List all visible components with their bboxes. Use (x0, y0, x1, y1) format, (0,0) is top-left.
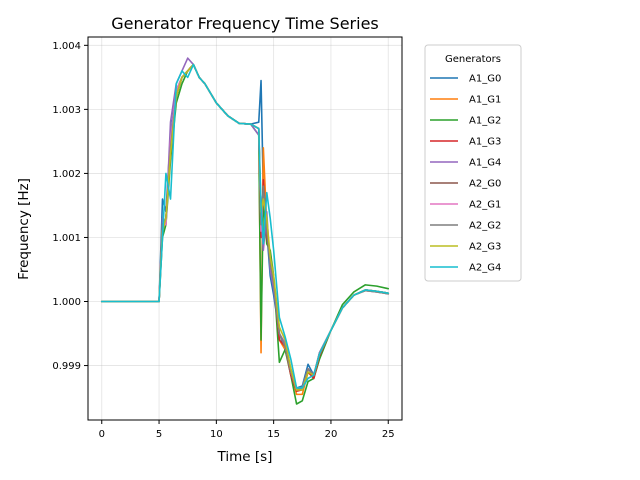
y-tick-label: 1.004 (52, 41, 81, 52)
series-line-a1-g0 (100, 63, 390, 389)
y-tick-label: 1.001 (52, 233, 81, 244)
series-line-a2-g2 (100, 63, 390, 391)
legend-label: A2_G0 (469, 179, 501, 190)
y-axis-label: Frequency [Hz] (16, 178, 32, 280)
x-tick-label: 0 (99, 429, 105, 440)
legend-label: A1_G1 (469, 95, 501, 106)
legend-items: A1_G0 A1_G1 A1_G2 A1_G3 A1_G4 A2_G0 A2_G1 A2_G2… (430, 74, 501, 274)
legend-box (424, 44, 522, 282)
series-line-a2-g3 (100, 63, 390, 391)
x-tick-label: 15 (267, 429, 280, 440)
grid (88, 37, 402, 420)
y-tick-label: 1.002 (52, 169, 81, 180)
x-axis-label: Time [s] (217, 449, 273, 465)
series-line-a1-g3 (100, 63, 390, 392)
series-line-a2-g1 (100, 63, 390, 391)
legend-label: A2_G4 (469, 263, 501, 274)
series-line-a1-g4 (100, 57, 390, 389)
y-tick-label: 1.000 (52, 297, 81, 308)
y-tick-label: 1.003 (52, 105, 81, 116)
legend-label: A2_G2 (469, 221, 501, 232)
legend-label: A2_G1 (469, 200, 501, 211)
x-tick-label: 10 (210, 429, 223, 440)
x-tick-label: 20 (325, 429, 338, 440)
legend-label: A2_G3 (469, 242, 501, 253)
series-line-a1-g2 (100, 63, 390, 405)
legend-label: A1_G4 (469, 158, 501, 169)
x-tick-label: 25 (382, 429, 395, 440)
x-axis: 0 5 10 15 20 25 (99, 420, 395, 440)
plot-area (100, 57, 390, 405)
legend-label: A1_G3 (469, 137, 501, 148)
series-line-a1-g1 (100, 63, 390, 396)
y-tick-label: 0.999 (52, 361, 81, 372)
legend-title: Generators (445, 54, 501, 65)
series-line-a2-g0 (100, 63, 390, 391)
series-line-a2-g4 (100, 63, 390, 389)
x-tick-label: 5 (156, 429, 162, 440)
axes-frame (87, 36, 403, 421)
y-axis: 0.999 1.000 1.001 1.002 1.003 1.004 (52, 41, 88, 372)
chart-title: Generator Frequency Time Series (111, 14, 379, 33)
legend: Generators A1_G0 A1_G1 A1_G2 A1_G3 A1_G4 A2_G… (424, 44, 522, 282)
legend-label: A1_G2 (469, 116, 501, 127)
legend-label: A1_G0 (469, 74, 501, 85)
